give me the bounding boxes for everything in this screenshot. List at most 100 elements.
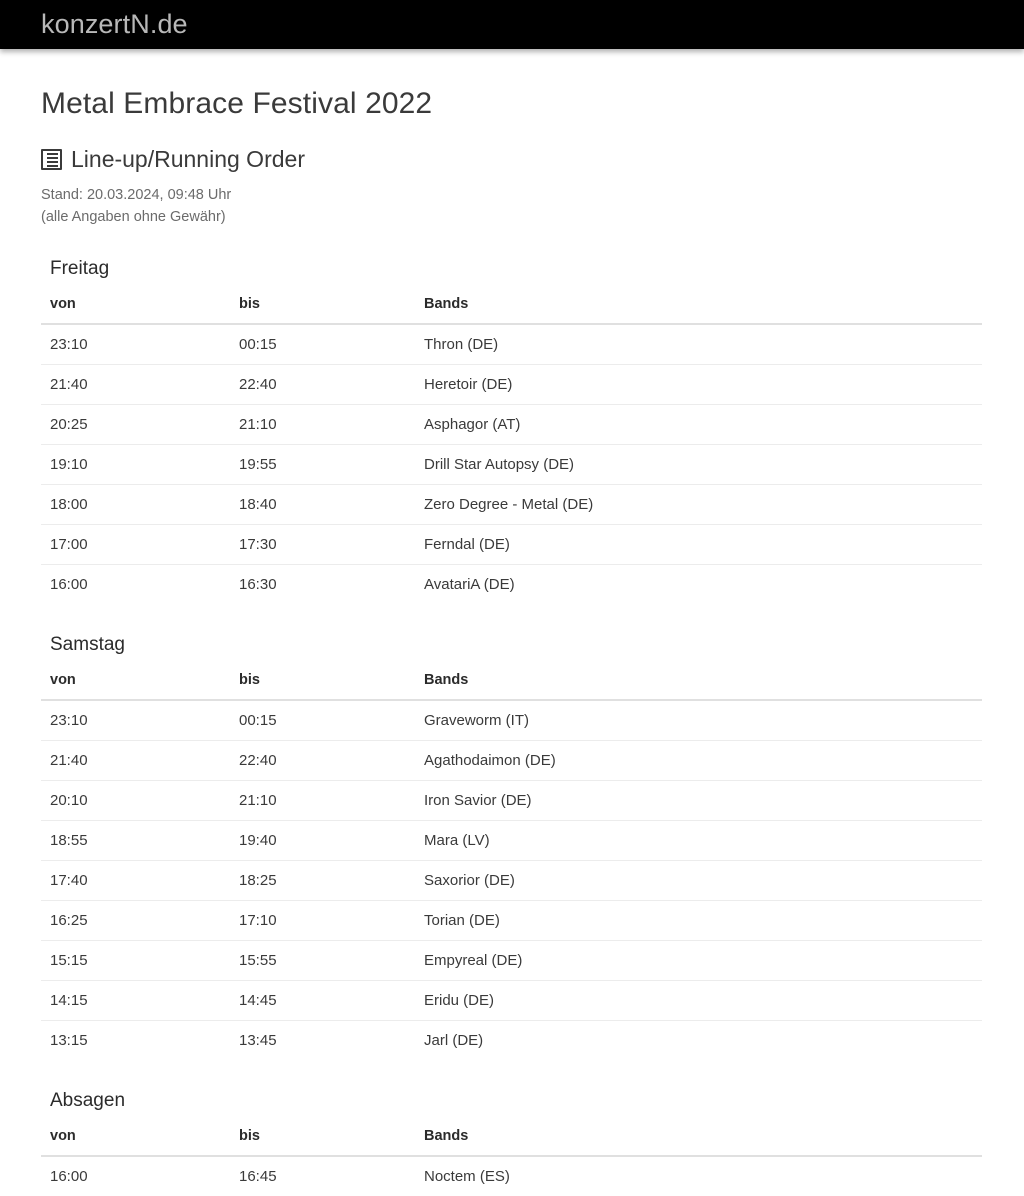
- column-header-bands: Bands: [415, 1121, 982, 1157]
- cell-start-time: 21:40: [41, 740, 230, 781]
- cell-start-time: 14:15: [41, 980, 230, 1021]
- schedule-table: von bis Bands 23:10 00:15 Graveworm (IT) 21:40…: [41, 665, 982, 1060]
- cell-band-name: Ferndal (DE): [415, 524, 982, 565]
- cell-band-name: Torian (DE): [415, 900, 982, 941]
- cell-end-time: 19:55: [230, 444, 415, 485]
- table-row: 14:15 14:45 Eridu (DE): [41, 980, 982, 1021]
- table-row: 23:10 00:15 Thron (DE): [41, 323, 982, 365]
- cell-band-name: Saxorior (DE): [415, 860, 982, 901]
- cell-band-name: Noctem (ES): [424, 1167, 510, 1185]
- table-row: 16:00 16:30 AvatariA (DE): [41, 564, 982, 604]
- cell-end-time: 16:30: [239, 575, 277, 593]
- table-row: 19:10 19:55 Drill Star Autopsy (DE): [41, 444, 982, 485]
- cell-start-time: 17:00: [41, 524, 230, 565]
- cell-end-time: 00:15: [230, 323, 415, 365]
- cell-end-time: 21:10: [230, 404, 415, 445]
- table-row: 16:25 17:10 Torian (DE): [41, 900, 982, 941]
- cell-band-name: Mara (LV): [415, 820, 982, 861]
- column-header-bands: Bands: [415, 289, 982, 325]
- schedule-section: Absagen von bis Bands 16:00 16:45 Noctem (ES): [41, 1090, 983, 1196]
- cell-end-time: 21:10: [230, 780, 415, 821]
- cell-end-time: 16:45: [239, 1167, 277, 1185]
- table-header-row: von bis Bands: [41, 1121, 982, 1157]
- cell-end-time: 22:40: [230, 740, 415, 781]
- cell-start-time: 21:40: [41, 364, 230, 405]
- cell-band-name: Drill Star Autopsy (DE): [415, 444, 982, 485]
- cell-start-time: 16:00: [50, 1167, 88, 1185]
- column-header-von: von: [41, 665, 230, 701]
- cell-start-time: 15:15: [41, 940, 230, 981]
- lineup-heading: Line-up/Running Order: [41, 146, 983, 174]
- cell-band-name: Iron Savior (DE): [415, 780, 982, 821]
- cell-start-time: 19:10: [41, 444, 230, 485]
- cell-start-time: 16:00: [50, 575, 88, 593]
- day-heading: Absagen: [50, 1089, 126, 1111]
- table-row: 18:00 18:40 Zero Degree - Metal (DE): [41, 484, 982, 525]
- cell-band-name: Heretoir (DE): [415, 364, 982, 405]
- cell-band-name: Thron (DE): [415, 323, 982, 365]
- table-row: 21:40 22:40 Heretoir (DE): [41, 364, 982, 405]
- table-row: 23:10 00:15 Graveworm (IT): [41, 699, 982, 741]
- table-row: 21:40 22:40 Agathodaimon (DE): [41, 740, 982, 781]
- table-row: 18:55 19:40 Mara (LV): [41, 820, 982, 861]
- cell-end-time: 19:40: [230, 820, 415, 861]
- cell-end-time: 18:25: [230, 860, 415, 901]
- cell-start-time: 23:10: [41, 323, 230, 365]
- cell-end-time: 17:10: [230, 900, 415, 941]
- cell-start-time: 20:10: [41, 780, 230, 821]
- column-header-bis: bis: [230, 665, 415, 701]
- cell-end-time: 00:15: [230, 699, 415, 741]
- cell-start-time: 16:25: [41, 900, 230, 941]
- table-row: 20:25 21:10 Asphagor (AT): [41, 404, 982, 445]
- cell-start-time: 13:15: [50, 1031, 88, 1049]
- schedule-section: Freitag von bis Bands 23:10 00:15 Thron (DE) 21…: [41, 258, 983, 604]
- table-row: 17:00 17:30 Ferndal (DE): [41, 524, 982, 565]
- list-icon: [41, 148, 62, 170]
- cell-end-time: 15:55: [230, 940, 415, 981]
- table-row: 16:00 16:45 Noctem (ES): [41, 1156, 982, 1196]
- table-row: 13:15 13:45 Jarl (DE): [41, 1020, 982, 1060]
- cell-start-time: 20:25: [41, 404, 230, 445]
- column-header-bis: bis: [230, 1121, 415, 1157]
- page-content: Metal Embrace Festival 2022 Line-up/Runn…: [0, 87, 1024, 1196]
- site-header: konzertN.de: [0, 0, 1024, 49]
- cell-end-time: 17:30: [230, 524, 415, 565]
- day-heading: Samstag: [50, 633, 125, 655]
- table-header-row: von bis Bands: [41, 289, 982, 325]
- cell-band-name: AvatariA (DE): [424, 575, 515, 593]
- table-header-row: von bis Bands: [41, 665, 982, 701]
- cell-end-time: 22:40: [230, 364, 415, 405]
- cell-band-name: Eridu (DE): [415, 980, 982, 1021]
- cell-end-time: 18:40: [230, 484, 415, 525]
- site-brand-logo[interactable]: konzertN.de: [41, 9, 188, 39]
- schedule-sections: Freitag von bis Bands 23:10 00:15 Thron (DE) 21…: [41, 258, 983, 1195]
- table-row: 15:15 15:55 Empyreal (DE): [41, 940, 982, 981]
- cell-end-time: 13:45: [239, 1031, 277, 1049]
- cell-band-name: Agathodaimon (DE): [415, 740, 982, 781]
- cell-band-name: Graveworm (IT): [415, 699, 982, 741]
- lineup-heading-label: Line-up/Running Order: [71, 145, 305, 172]
- schedule-table: von bis Bands 16:00 16:45 Noctem (ES): [41, 1121, 982, 1196]
- cell-start-time: 23:10: [41, 699, 230, 741]
- cell-start-time: 18:55: [41, 820, 230, 861]
- day-heading: Freitag: [50, 258, 110, 280]
- column-header-von: von: [41, 289, 230, 325]
- schedule-table: von bis Bands 23:10 00:15 Thron (DE) 21:40 22:4…: [41, 289, 982, 604]
- schedule-section: Samstag von bis Bands 23:10 00:15 Graveworm (I…: [41, 634, 983, 1060]
- cell-band-name: Jarl (DE): [424, 1031, 484, 1049]
- disclaimer-text: (alle Angaben ohne Gewähr): [41, 209, 226, 226]
- column-header-von: von: [41, 1121, 230, 1157]
- cell-end-time: 14:45: [230, 980, 415, 1021]
- page-title: Metal Embrace Festival 2022: [41, 87, 433, 120]
- table-row: 20:10 21:10 Iron Savior (DE): [41, 780, 982, 821]
- last-updated-text: Stand: 20.03.2024, 09:48 Uhr: [41, 187, 232, 204]
- cell-band-name: Asphagor (AT): [415, 404, 982, 445]
- column-header-bands: Bands: [415, 665, 982, 701]
- column-header-bis: bis: [230, 289, 415, 325]
- table-row: 17:40 18:25 Saxorior (DE): [41, 860, 982, 901]
- cell-start-time: 18:00: [41, 484, 230, 525]
- page-meta: Stand: 20.03.2024, 09:48 Uhr (alle Angab…: [41, 184, 983, 228]
- cell-band-name: Zero Degree - Metal (DE): [415, 484, 982, 525]
- cell-band-name: Empyreal (DE): [415, 940, 982, 981]
- cell-start-time: 17:40: [41, 860, 230, 901]
